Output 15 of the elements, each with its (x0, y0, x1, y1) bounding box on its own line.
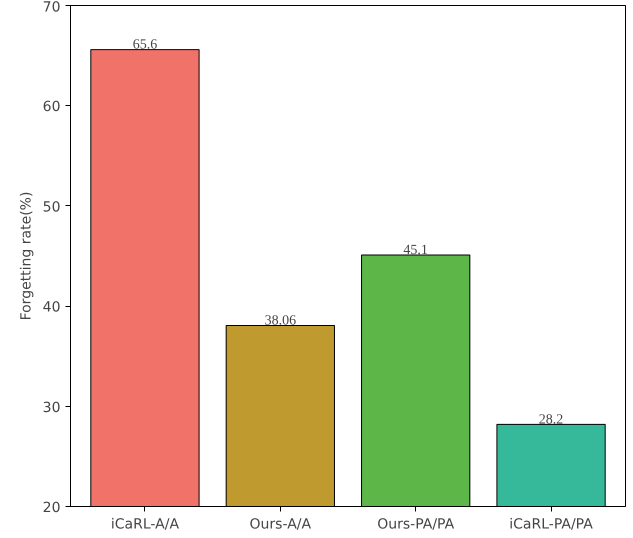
y-tick-label: 40 (42, 300, 61, 316)
x-tick-label: Ours-PA/PA (377, 516, 455, 532)
data-label: 28.2 (538, 412, 564, 428)
y-tick-label: 70 (42, 0, 61, 16)
y-tick-label: 30 (42, 400, 61, 416)
y-tick-label: 20 (42, 500, 61, 516)
x-tick-label: Ours-A/A (250, 516, 312, 532)
data-label: 65.6 (132, 38, 158, 53)
data-label: 45.1 (403, 243, 428, 258)
y-tick-label: 60 (42, 99, 61, 116)
x-tick-label: iCaRL-PA/PA (509, 516, 594, 532)
x-tick-label: iCaRL-A/A (110, 516, 180, 532)
data-label: 38.06 (264, 314, 296, 329)
y-tick-label: 50 (42, 199, 61, 216)
y-axis-title: Forgetting rate(%) (18, 192, 35, 320)
